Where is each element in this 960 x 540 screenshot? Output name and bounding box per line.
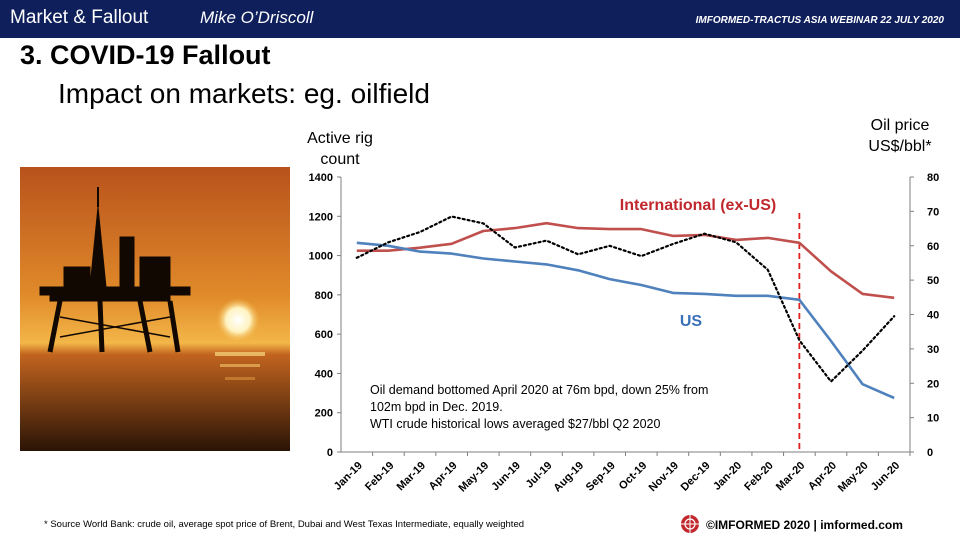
x-tick-label: Oct-19 (617, 460, 650, 493)
x-tick-label: Mar-19 (395, 460, 429, 494)
right-tick-label: 70 (927, 206, 939, 218)
slide-subtitle: Impact on markets: eg. oilfield (58, 78, 430, 109)
x-tick-label: Jan-20 (711, 460, 744, 493)
right-tick-label: 60 (927, 241, 939, 253)
x-tick-label: Jan-19 (332, 460, 365, 493)
right-tick-label: 10 (927, 413, 939, 425)
x-tick-label: Aug-19 (551, 460, 586, 495)
x-tick-label: Sep-19 (584, 460, 618, 494)
brand-footer: ©IMFORMED 2020 | imformed.com (706, 518, 903, 532)
right-tick-label: 50 (927, 275, 939, 287)
series-label-international: International (ex-US) (620, 197, 776, 214)
slide-title: 3. COVID-19 Fallout (20, 40, 271, 70)
left-tick-label: 1000 (309, 251, 333, 263)
header-title: Market & Fallout (10, 7, 149, 28)
series-line-us (356, 241, 895, 400)
right-tick-label: 0 (927, 447, 933, 459)
right-tick-label: 80 (927, 172, 939, 184)
left-tick-label: 800 (315, 290, 333, 302)
right-tick-label: 30 (927, 344, 939, 356)
offshore-oil-rig-photo (20, 167, 290, 451)
x-tick-label: May-19 (457, 460, 492, 495)
source-footnote: * Source World Bank: crude oil, average … (44, 519, 525, 530)
chart-annotation: Oil demand bottomed April 2020 at 76m bp… (370, 383, 709, 431)
x-tick-label: Apr-19 (427, 460, 460, 493)
x-tick-label: Feb-19 (363, 460, 397, 494)
right-axis-label: Oil price US$/bbl* (868, 117, 932, 155)
x-tick-label: Jul-19 (524, 460, 555, 491)
x-tick-label: Jun-20 (869, 460, 903, 494)
left-axis-label: Active rig count (307, 130, 373, 168)
header-author: Mike O’Driscoll (200, 8, 314, 27)
left-tick-label: 0 (327, 447, 333, 459)
x-tick-label: Nov-19 (647, 460, 681, 494)
x-tick-label: Feb-20 (742, 460, 776, 494)
series-line-international-ex-us (356, 221, 895, 300)
left-tick-label: 1200 (309, 211, 333, 223)
x-tick-label: May-20 (836, 460, 871, 495)
right-tick-label: 20 (927, 378, 939, 390)
right-tick-label: 40 (927, 310, 939, 322)
left-tick-label: 1400 (309, 172, 333, 184)
series-label-us: US (680, 313, 703, 330)
left-tick-label: 400 (315, 368, 333, 380)
x-tick-label: Apr-20 (806, 460, 839, 493)
header-event: IMFORMED-TRACTUS ASIA WEBINAR 22 JULY 20… (695, 15, 944, 26)
x-tick-label: Dec-19 (679, 460, 713, 494)
x-tick-label: Jun-19 (489, 460, 523, 494)
left-tick-label: 600 (315, 329, 333, 341)
left-tick-label: 200 (315, 408, 333, 420)
oil-price-line (355, 215, 896, 383)
x-tick-label: Mar-20 (774, 460, 808, 494)
imformed-logo-icon (681, 515, 699, 533)
header-bar: Market & Fallout Mike O’Driscoll IMFORME… (0, 0, 960, 38)
